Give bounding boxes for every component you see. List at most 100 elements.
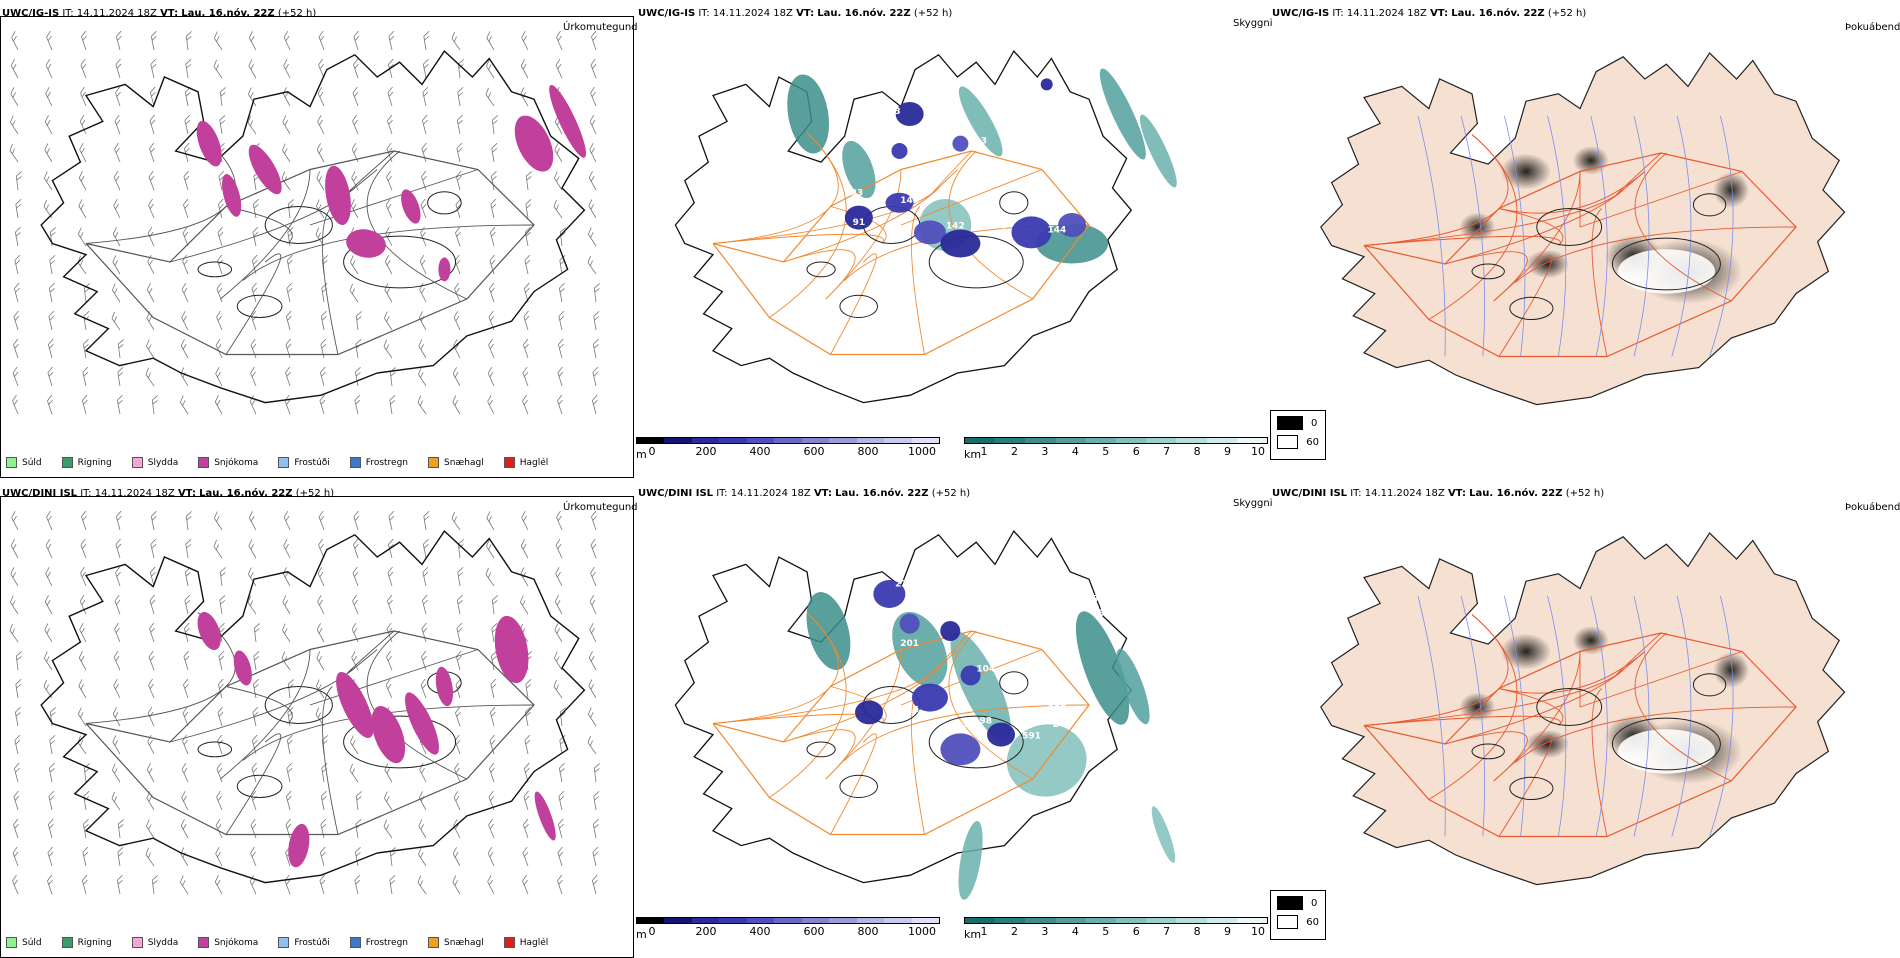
wind-barb — [419, 254, 427, 275]
wind-barb — [387, 538, 394, 559]
road-segment — [1514, 226, 1797, 283]
wind-barb — [489, 706, 496, 727]
wind-barb — [350, 735, 359, 755]
legend-swatch — [131, 937, 143, 948]
wind-barb — [591, 394, 598, 415]
wind-barb — [352, 594, 359, 615]
wind-barb — [151, 875, 159, 895]
wind-barb — [252, 198, 259, 219]
wind-barb — [150, 30, 157, 51]
wind-barb — [13, 818, 19, 839]
wind-barb — [219, 567, 227, 587]
panel-header: UWC/IG-IS IT: 14.11.2024 18Z VT: Lau. 16… — [2, 8, 317, 19]
wind-barb — [557, 818, 564, 839]
wind-barb — [491, 595, 499, 615]
wind-barb — [285, 310, 292, 331]
road-segment — [844, 704, 1090, 761]
colorbar-ticks: 1 2 3 4 5 6 7 8 9 10 — [964, 444, 1268, 458]
legend-label: Snæhagl — [444, 937, 484, 948]
wind-barb — [587, 255, 597, 275]
visibility-map: 222 23 201 105 104 116 131 98 591 247 999 557 39 37 — [674, 529, 1176, 900]
wind-barb — [181, 282, 189, 303]
road-segment — [322, 206, 339, 355]
snow-area — [438, 257, 451, 282]
wind-barb — [112, 707, 121, 727]
ceiling-value-label: 98 — [980, 717, 993, 727]
colorbar-cell — [1116, 438, 1147, 443]
legend-swatch — [278, 457, 290, 468]
wind-barb — [112, 763, 121, 783]
wind-barb — [282, 143, 291, 163]
fog-indicator-area — [1526, 729, 1570, 759]
wind-barb — [319, 366, 326, 387]
fog-legend-swatch — [1277, 896, 1303, 910]
wind-barb — [250, 846, 257, 867]
wind-barb — [457, 86, 464, 107]
wind-barb — [523, 818, 529, 839]
wind-barb — [418, 339, 427, 359]
road-segment — [1444, 669, 1624, 745]
wind-barb — [590, 538, 597, 559]
colorbar-ticks: 1 2 3 4 5 6 7 8 9 10 — [964, 924, 1268, 938]
wind-barb — [215, 847, 223, 867]
glacier-outline — [839, 294, 878, 318]
colorbar-tick-label: 7 — [1163, 925, 1171, 938]
wind-barb — [15, 171, 23, 191]
ceiling-value-label: 142 — [946, 222, 965, 232]
road-segment — [830, 253, 877, 355]
wind-barb — [489, 282, 495, 303]
wind-barb — [317, 566, 325, 587]
wind-barb — [115, 566, 121, 587]
snow-area — [534, 791, 556, 841]
ceiling-value-label: 149 — [900, 196, 919, 206]
colorbar-tick-label: 3 — [1041, 925, 1049, 938]
wind-barb — [557, 338, 564, 359]
wind-barb — [557, 846, 564, 867]
wind-barb — [15, 678, 22, 699]
wind-barb — [387, 114, 393, 135]
legend-label: Súld — [22, 457, 42, 468]
wind-barb — [320, 310, 327, 331]
wind-barb — [10, 87, 19, 107]
wind-barb — [316, 651, 325, 671]
glacier-outline — [343, 235, 457, 289]
river — [1547, 115, 1567, 357]
road-segment — [712, 713, 885, 724]
road-segment — [1363, 669, 1624, 726]
glacier-outline — [236, 774, 283, 798]
wind-barb — [486, 31, 495, 51]
low-ceiling-area — [911, 683, 948, 712]
wind-barb — [182, 226, 189, 247]
legend-swatch — [198, 457, 210, 468]
wind-barb — [78, 199, 87, 219]
glacier-outline — [236, 294, 283, 318]
colorbar-cell — [911, 438, 939, 443]
wind-barb — [422, 58, 429, 79]
wind-barb — [316, 679, 325, 699]
low-visibility-area — [1151, 806, 1176, 863]
colorbar-tick-label: 200 — [695, 925, 717, 938]
wind-barb — [114, 114, 121, 135]
wind-barb — [320, 790, 327, 811]
legend-label: Snjókoma — [214, 937, 259, 948]
wind-barb — [77, 255, 87, 275]
wind-barb — [318, 510, 325, 531]
wind-barb — [285, 790, 292, 811]
wind-barb — [591, 510, 597, 531]
snow-area — [435, 666, 454, 707]
legend-swatch — [428, 937, 440, 948]
colorbar-tick-label: 5 — [1102, 925, 1110, 938]
colorbar-tick-label: 6 — [1132, 445, 1140, 458]
low-ceiling-area — [844, 205, 873, 230]
wind-barb — [353, 58, 359, 79]
forecast-row-2: UWC/DINI ISL IT: 14.11.2024 18Z VT: Lau.… — [0, 480, 1900, 958]
wind-barb — [78, 679, 87, 699]
glacier-outline — [1536, 688, 1603, 726]
fog-indicator-area — [1572, 146, 1609, 175]
wind-barb — [252, 226, 259, 247]
wind-barb — [320, 818, 327, 839]
ceiling-colorbar: 0 200 400 600 800 1000 m — [636, 917, 940, 941]
road-segment — [220, 169, 311, 300]
wind-barb — [286, 762, 293, 783]
wind-barb — [79, 114, 87, 135]
